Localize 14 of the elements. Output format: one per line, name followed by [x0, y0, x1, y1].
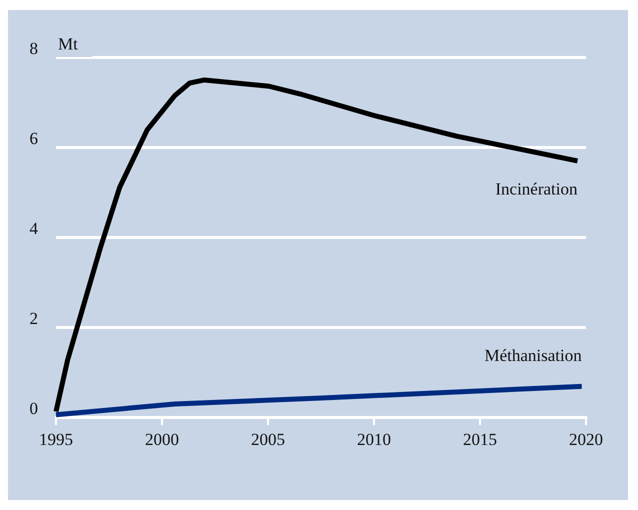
y-tick-label: 0 [30, 399, 38, 418]
x-tick-label: 1995 [39, 430, 73, 449]
series-label: Incinération [495, 179, 578, 198]
y-axis-title: Mt [58, 34, 78, 54]
y-tick-label: 4 [30, 219, 38, 238]
y-tick-label: 2 [30, 309, 38, 328]
x-tick-label: 2015 [463, 430, 497, 449]
y-tick-label: 8 [30, 39, 38, 58]
x-tick-label: 2020 [569, 430, 603, 449]
x-tick-label: 2010 [357, 430, 391, 449]
series-label: Méthanisation [484, 346, 582, 365]
x-tick-label: 2005 [251, 430, 285, 449]
x-tick-label: 2000 [145, 430, 179, 449]
y-tick-label: 6 [30, 129, 38, 148]
